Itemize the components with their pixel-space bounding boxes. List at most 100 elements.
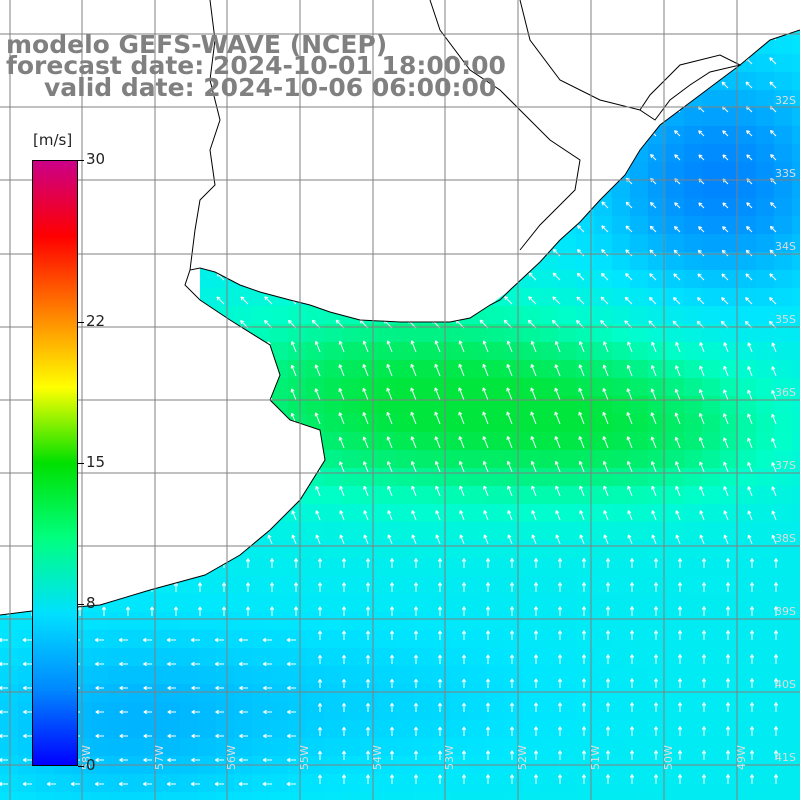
wind-arrow xyxy=(605,630,611,640)
wind-arrow xyxy=(701,630,707,640)
field-cell xyxy=(450,720,469,739)
wind-arrow xyxy=(191,661,200,667)
field-cell xyxy=(630,522,649,541)
field-cell xyxy=(612,684,631,703)
wind-arrow xyxy=(0,733,8,739)
wind-arrow xyxy=(341,702,347,712)
field-cell xyxy=(594,378,613,397)
wind-arrow xyxy=(653,606,659,616)
wind-arrow xyxy=(674,412,681,425)
wind-arrow xyxy=(485,774,491,784)
field-cell xyxy=(324,468,343,487)
colorbar-tick-label: 0 xyxy=(86,756,96,774)
field-cell xyxy=(288,324,307,343)
wind-arrow xyxy=(698,437,705,449)
wind-arrow xyxy=(531,510,537,521)
wind-arrow xyxy=(552,248,561,257)
wind-arrow xyxy=(557,558,563,568)
field-cell xyxy=(792,144,800,163)
field-cell xyxy=(756,324,775,343)
field-cell xyxy=(774,324,793,343)
field-cell xyxy=(630,288,649,307)
field-cell xyxy=(378,720,397,739)
field-cell xyxy=(684,792,703,800)
field-cell xyxy=(576,630,595,649)
field-cell xyxy=(270,666,289,685)
wind-arrow xyxy=(629,630,635,640)
wind-arrow xyxy=(387,485,393,497)
field-cell xyxy=(756,594,775,613)
wind-arrow xyxy=(677,654,683,664)
wind-arrow xyxy=(605,606,611,616)
field-cell xyxy=(486,486,505,505)
field-cell xyxy=(612,486,631,505)
field-cell xyxy=(594,540,613,559)
field-cell xyxy=(648,612,667,631)
wind-arrow xyxy=(701,774,707,784)
wind-arrow xyxy=(341,678,347,688)
field-cell xyxy=(306,342,325,361)
wind-arrow xyxy=(95,757,104,763)
wind-arrow xyxy=(509,630,515,640)
field-cell xyxy=(774,378,793,397)
field-cell xyxy=(234,612,253,631)
field-cell xyxy=(108,774,127,793)
wind-arrow xyxy=(509,582,515,592)
field-cell xyxy=(792,234,800,253)
field-cell xyxy=(702,576,721,595)
wind-arrow xyxy=(749,774,755,784)
wind-arrow xyxy=(215,661,224,667)
field-cell xyxy=(378,630,397,649)
field-cell xyxy=(432,432,451,451)
field-cell xyxy=(180,684,199,703)
field-cell xyxy=(666,270,685,289)
wind-arrow xyxy=(581,654,587,664)
wind-arrow xyxy=(389,582,395,592)
field-cell xyxy=(666,522,685,541)
wind-arrow xyxy=(722,226,729,233)
field-cell xyxy=(450,666,469,685)
wind-arrow xyxy=(142,637,152,643)
field-cell xyxy=(774,774,793,793)
field-cell xyxy=(486,576,505,595)
field-cell xyxy=(738,108,757,127)
wind-arrow xyxy=(167,733,176,739)
land-area xyxy=(0,0,800,615)
field-cell xyxy=(756,144,775,163)
field-cell xyxy=(504,486,523,505)
field-cell xyxy=(540,576,559,595)
field-cell xyxy=(432,342,451,361)
wind-arrow xyxy=(533,558,539,568)
field-cell xyxy=(342,324,361,343)
field-cell xyxy=(756,72,775,91)
field-cell xyxy=(756,738,775,757)
field-cell xyxy=(648,432,667,451)
field-cell xyxy=(720,612,739,631)
field-cell xyxy=(306,558,325,577)
wind-arrow xyxy=(723,389,729,401)
field-cell xyxy=(450,792,469,800)
field-cell xyxy=(306,720,325,739)
field-cell xyxy=(450,360,469,379)
field-cell xyxy=(396,594,415,613)
field-cell xyxy=(558,702,577,721)
field-cell xyxy=(432,396,451,415)
field-cell xyxy=(450,396,469,415)
wind-arrow xyxy=(530,364,537,377)
wind-arrow xyxy=(649,201,657,209)
field-cell xyxy=(36,792,55,800)
field-cell xyxy=(774,54,793,73)
field-cell xyxy=(594,198,613,217)
field-cell xyxy=(234,594,253,613)
field-cell xyxy=(288,522,307,541)
wind-arrow xyxy=(386,363,393,377)
field-cell xyxy=(702,90,721,109)
field-cell xyxy=(594,486,613,505)
field-cell xyxy=(774,342,793,361)
field-cell xyxy=(612,198,631,217)
field-cell xyxy=(684,612,703,631)
field-cell xyxy=(720,414,739,433)
field-cell xyxy=(558,486,577,505)
wind-arrow xyxy=(581,702,587,712)
